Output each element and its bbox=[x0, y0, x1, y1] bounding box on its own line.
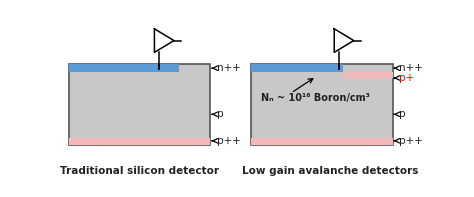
Text: p++: p++ bbox=[400, 136, 423, 146]
Bar bbox=[69, 64, 179, 72]
Bar bbox=[343, 72, 392, 78]
Bar bbox=[69, 64, 210, 145]
Text: Low gain avalanche detectors: Low gain avalanche detectors bbox=[242, 166, 418, 176]
Bar bbox=[69, 138, 210, 145]
Text: n++: n++ bbox=[218, 63, 241, 73]
Bar bbox=[251, 138, 392, 145]
Text: p+: p+ bbox=[400, 73, 415, 83]
Text: p: p bbox=[400, 109, 406, 119]
Text: Traditional silicon detector: Traditional silicon detector bbox=[60, 166, 219, 176]
Bar bbox=[251, 64, 343, 72]
Text: Nₙ ~ 10¹⁶ Boron/cm³: Nₙ ~ 10¹⁶ Boron/cm³ bbox=[261, 93, 370, 103]
Text: p++: p++ bbox=[218, 136, 241, 146]
Text: p: p bbox=[218, 109, 224, 119]
Bar bbox=[251, 64, 392, 145]
Text: n++: n++ bbox=[400, 63, 423, 73]
